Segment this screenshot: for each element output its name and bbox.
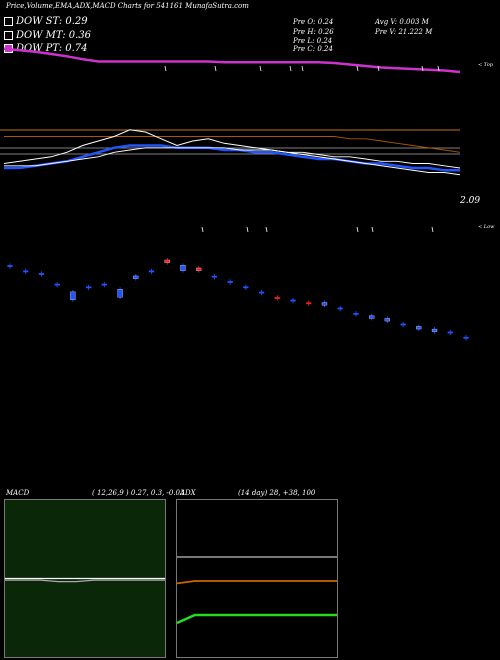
candle-body bbox=[117, 289, 123, 298]
ema-line bbox=[4, 144, 460, 172]
top-label: < Top bbox=[478, 62, 493, 68]
stat-pre-low: Pre L: 0.24 bbox=[293, 37, 333, 45]
last-price-label: 2.09 bbox=[460, 196, 481, 206]
ema-line bbox=[4, 136, 461, 153]
candle-body bbox=[85, 286, 92, 289]
stat-avg-volume: Avg V: 0.003 M bbox=[375, 18, 429, 26]
candle-body bbox=[164, 259, 170, 263]
candle-body bbox=[274, 297, 280, 299]
candle-body bbox=[431, 328, 438, 332]
price-chart bbox=[0, 47, 469, 341]
signal-tick bbox=[259, 65, 262, 72]
adx-plot bbox=[177, 556, 337, 625]
candle-body bbox=[369, 315, 375, 319]
ema-line bbox=[4, 147, 461, 169]
legend-label: DOW PT: 0.74 bbox=[16, 43, 88, 54]
legend-label: DOW MT: 0.36 bbox=[16, 30, 92, 41]
low-label: < Low bbox=[478, 224, 495, 230]
candle-body bbox=[101, 283, 107, 286]
candle-body bbox=[463, 336, 469, 339]
candle-body bbox=[243, 286, 249, 289]
signal-tick bbox=[265, 226, 268, 233]
stat-pre-open: Pre O: 0.24 bbox=[293, 18, 334, 26]
signal-tick bbox=[246, 226, 249, 233]
candle-body bbox=[400, 323, 406, 326]
macd-line bbox=[5, 579, 165, 583]
candle-body bbox=[353, 312, 359, 315]
chart-title: Price,Volume,EMA,ADX,MACD Charts for 541… bbox=[6, 2, 249, 10]
candle-body bbox=[306, 302, 312, 305]
legend-dow-mt: DOW MT: 0.36 bbox=[4, 30, 91, 41]
signal-tick bbox=[421, 65, 424, 72]
candle-body bbox=[148, 270, 155, 273]
candle-body bbox=[211, 275, 218, 278]
candle-body bbox=[384, 318, 391, 322]
signal-tick bbox=[356, 65, 359, 72]
signal-tick bbox=[301, 65, 304, 72]
candle-body bbox=[196, 267, 202, 271]
stat-pre-high: Pre H: 0.26 bbox=[293, 28, 334, 36]
signal-tick bbox=[377, 65, 380, 72]
signal-tick bbox=[356, 226, 359, 233]
macd-panel bbox=[4, 499, 166, 658]
candle-body bbox=[23, 270, 29, 273]
candle-body bbox=[416, 326, 422, 330]
candle-body bbox=[7, 265, 13, 267]
signal-tick bbox=[164, 65, 167, 72]
signal-tick bbox=[201, 226, 204, 233]
candle-body bbox=[258, 291, 265, 294]
adx-line bbox=[177, 580, 337, 585]
adx-line bbox=[177, 613, 337, 625]
macd-title: MACD bbox=[6, 489, 30, 497]
candle-body bbox=[133, 275, 139, 279]
signal-tick bbox=[214, 65, 217, 72]
macd-plot bbox=[5, 577, 165, 583]
signal-tick bbox=[289, 65, 292, 72]
adx-panel bbox=[176, 499, 338, 658]
macd-params: ( 12,26,9 ) 0.27, 0.3, -0.03 bbox=[92, 489, 185, 497]
legend-swatch bbox=[4, 31, 13, 40]
candle-body bbox=[70, 291, 76, 300]
candle-body bbox=[54, 283, 60, 286]
signal-tick bbox=[371, 226, 374, 233]
adx-params: (14 day) 28, +38, 100 bbox=[238, 489, 316, 497]
legend-swatch bbox=[4, 17, 13, 26]
legend-label: DOW ST: 0.29 bbox=[16, 16, 88, 27]
candle-body bbox=[38, 273, 45, 275]
adx-title: ADX bbox=[180, 489, 196, 497]
candle-body bbox=[290, 299, 296, 302]
candle-body bbox=[337, 307, 343, 310]
candle-body bbox=[447, 331, 453, 334]
signal-tick bbox=[431, 226, 434, 233]
signal-tick bbox=[437, 65, 440, 72]
candle-body bbox=[321, 302, 328, 306]
stat-pre-volume: Pre V: 21.222 M bbox=[375, 28, 433, 36]
candle-body bbox=[227, 281, 233, 283]
candle-body bbox=[180, 265, 186, 271]
price-line bbox=[3, 129, 461, 176]
dow-pt-line bbox=[3, 47, 461, 74]
stat-pre-close: Pre C: 0.24 bbox=[293, 45, 333, 53]
legend-dow-st: DOW ST: 0.29 bbox=[4, 16, 88, 27]
